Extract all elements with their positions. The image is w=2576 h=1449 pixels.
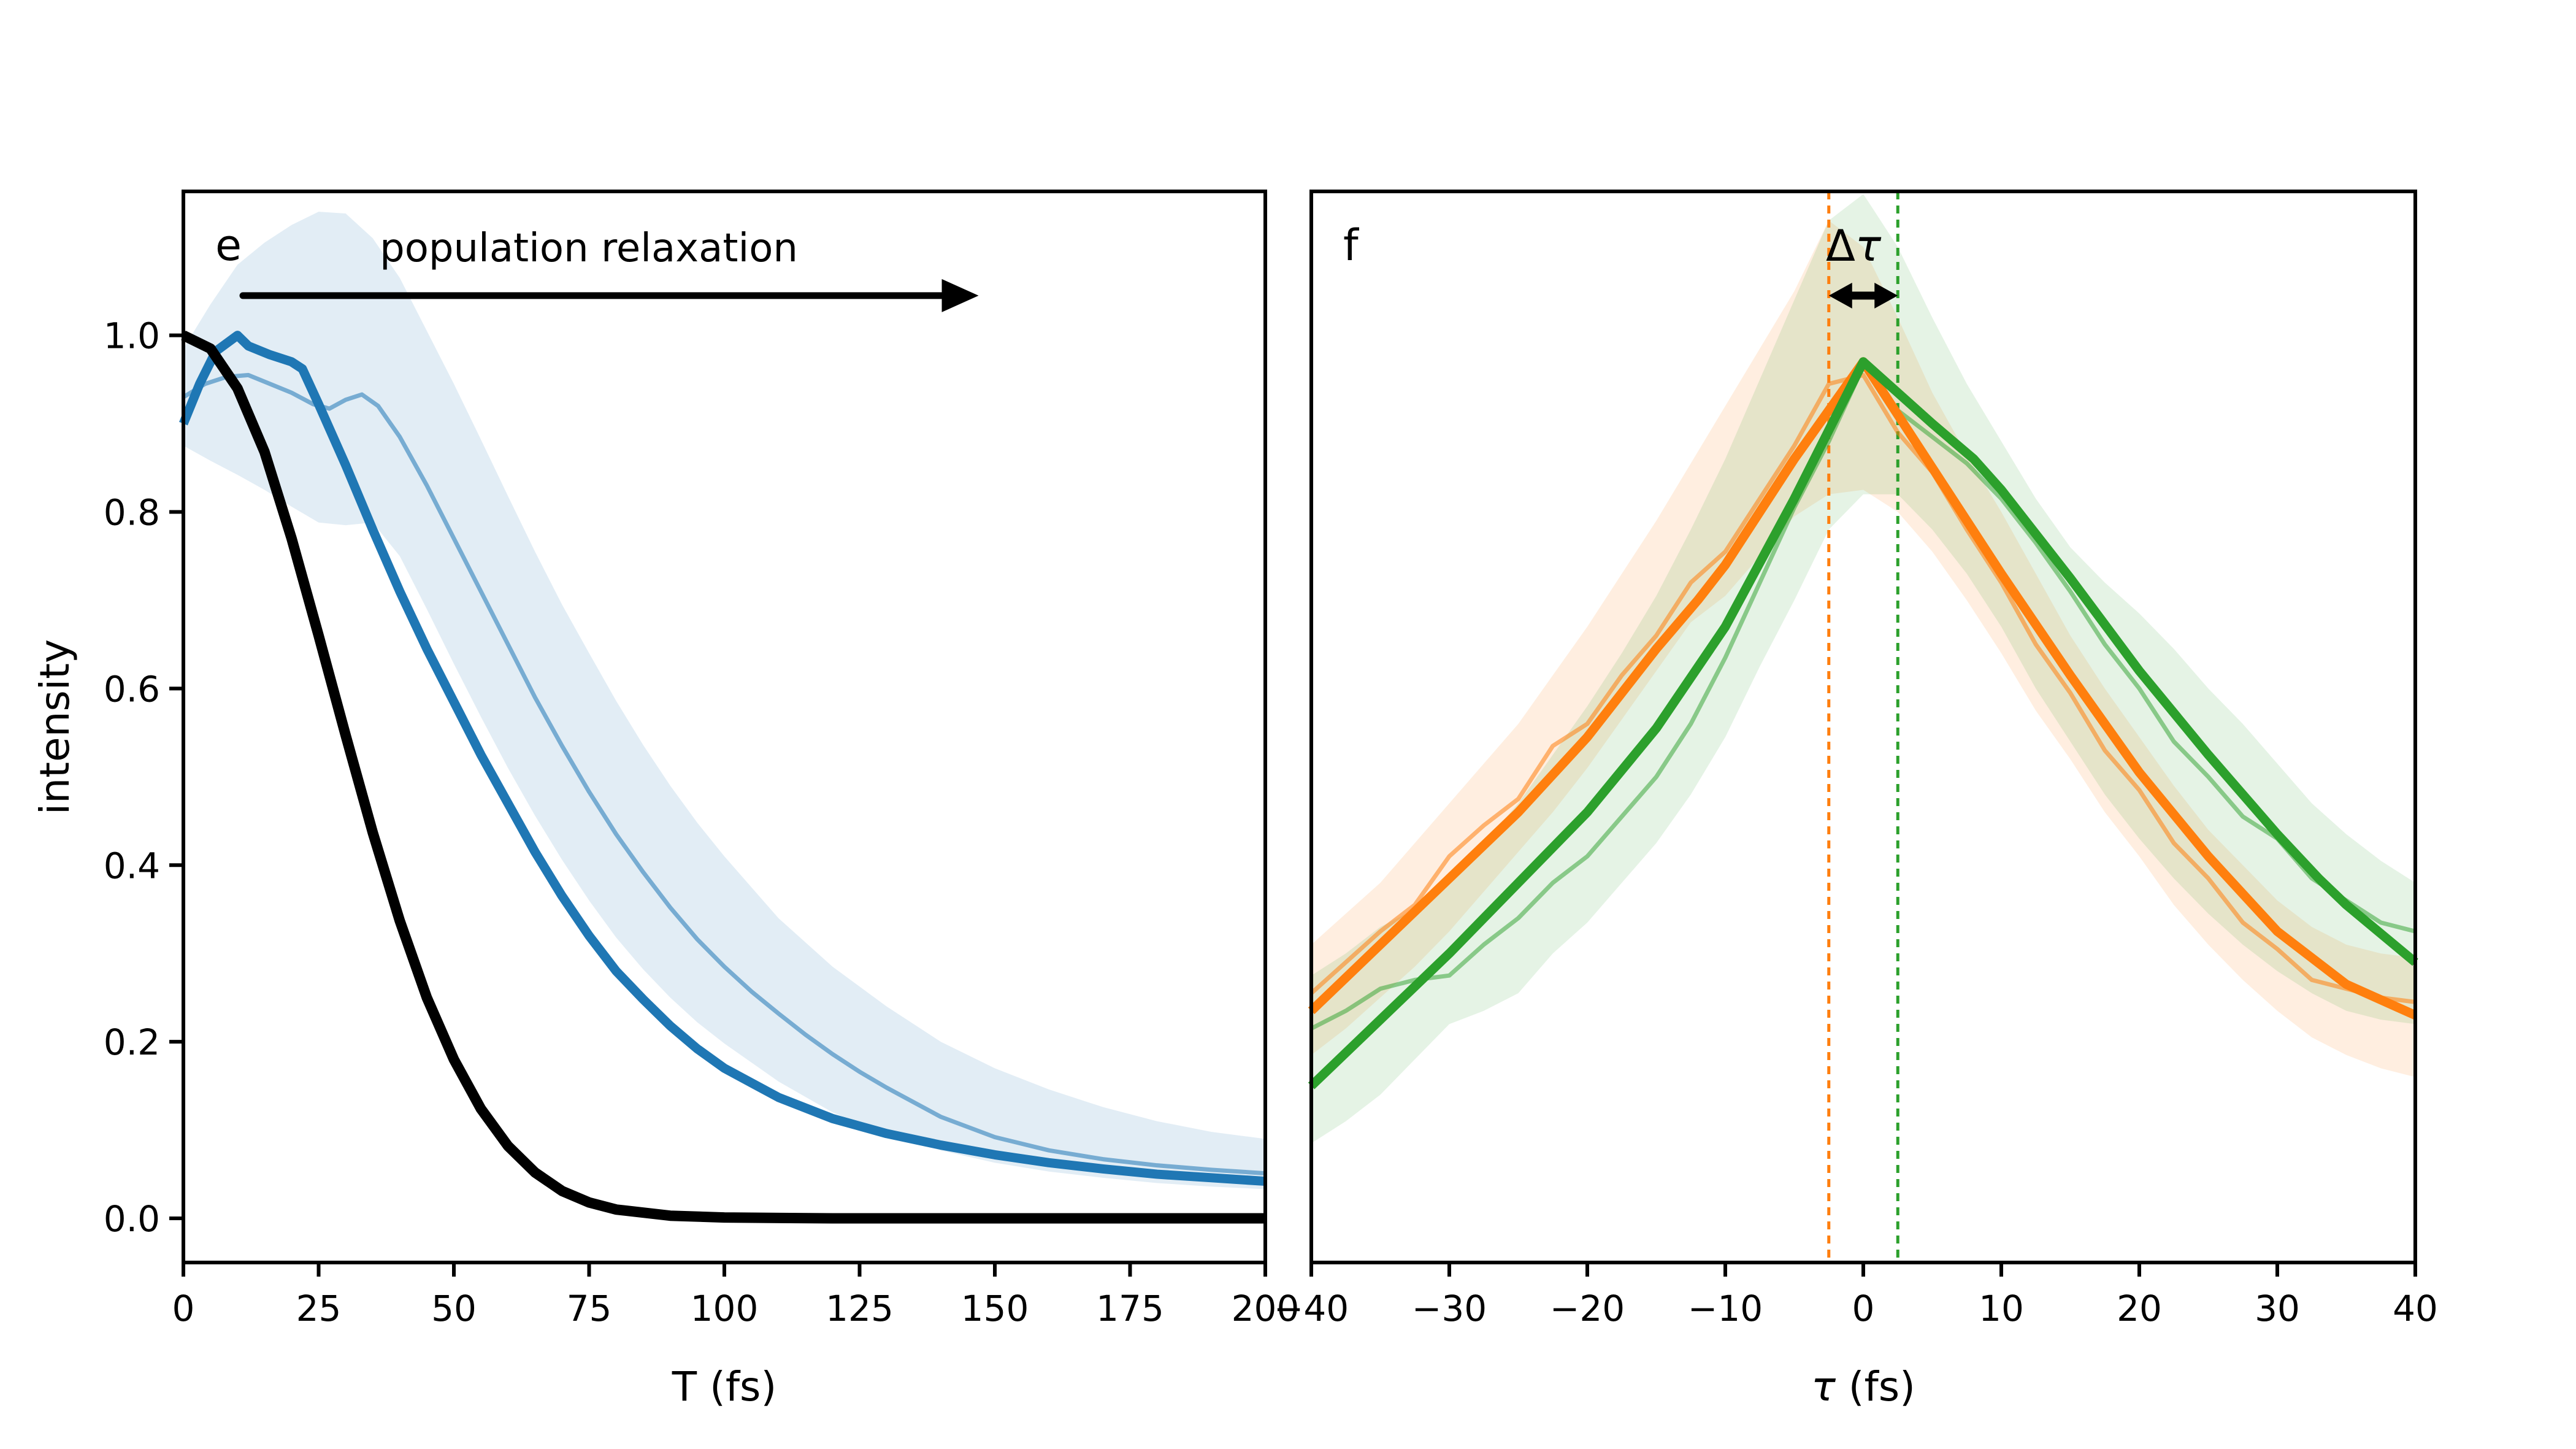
panel-e-letter: e xyxy=(215,220,242,271)
x-tick-label: 150 xyxy=(961,1288,1029,1329)
panel-f-letter: f xyxy=(1343,220,1359,271)
x-tick-label: −10 xyxy=(1688,1288,1763,1329)
black-curve xyxy=(181,330,1265,1224)
tau-symbol: τ xyxy=(1855,221,1882,271)
green-thick-curve xyxy=(1308,357,2418,1090)
y-tick-label: 0.2 xyxy=(104,1021,160,1063)
x-tick-label: 20 xyxy=(2117,1288,2162,1329)
x-tick-label: 50 xyxy=(431,1288,477,1329)
blue-thick-curve xyxy=(179,331,1266,1186)
panel-e-plot: 0 25 50 75 100 125 150 175 200 0.0 0.2 0.4 0.6 0.8 1.0 xyxy=(104,190,1300,1329)
tau-axis-symbol: τ xyxy=(1811,1363,1836,1410)
x-tick-label: 0 xyxy=(1852,1288,1875,1329)
tau-axis-unit: (fs) xyxy=(1836,1363,1915,1410)
panel-e-yaxis-label: intensity xyxy=(31,639,79,815)
x-tick-label: 125 xyxy=(826,1288,894,1329)
x-tick-label: 100 xyxy=(691,1288,759,1329)
x-tick-label: 75 xyxy=(567,1288,612,1329)
panel-f-xaxis-label: τ (fs) xyxy=(1811,1363,1915,1410)
plot-layers: 0 25 50 75 100 125 150 175 2000.00.20.40.60.81.0… xyxy=(104,190,2438,1329)
x-tick-label: −40 xyxy=(1274,1288,1349,1329)
x-tick-label: 10 xyxy=(1979,1288,2024,1329)
delta-tau-arrow-head-left xyxy=(1828,282,1852,309)
x-tick-label: −20 xyxy=(1550,1288,1625,1329)
y-tick-label: 0.0 xyxy=(104,1198,160,1240)
orange-uncertainty-band xyxy=(1311,220,2415,1077)
y-tick-label: 1.0 xyxy=(104,315,160,357)
population-relaxation-annotation: population relaxation xyxy=(380,226,798,271)
y-tick-label: 0.8 xyxy=(104,492,160,534)
x-tick-label: 25 xyxy=(296,1288,342,1329)
panel-f-spines xyxy=(1309,190,2417,1264)
x-tick-label: 0 xyxy=(172,1288,195,1329)
y-tick-label: 0.6 xyxy=(104,668,160,710)
delta-tau-arrow-head-right xyxy=(1874,282,1898,309)
x-tick-label: 200 xyxy=(1232,1288,1300,1329)
x-tick-label: 30 xyxy=(2255,1288,2300,1329)
x-tick-label: 40 xyxy=(2393,1288,2438,1329)
delta-symbol: Δ xyxy=(1826,221,1855,271)
delta-tau-annotation: Δτ xyxy=(1826,221,1882,271)
x-tick-label: 175 xyxy=(1096,1288,1164,1329)
population-relaxation-arrow-head xyxy=(941,279,979,312)
blue-thin-curve xyxy=(182,372,1266,1176)
y-tick-label: 0.4 xyxy=(104,845,160,886)
panel-f-plot: −40 −30 −20 −10 0 10 20 30 40 xyxy=(1274,190,2438,1329)
panel-e-xaxis-label: T (fs) xyxy=(672,1363,776,1410)
x-tick-label: −30 xyxy=(1412,1288,1487,1329)
panel-e-spines xyxy=(182,190,1267,1264)
blue-uncertainty-band xyxy=(183,212,1265,1190)
orange-thick-curve xyxy=(1308,357,2418,1020)
green-uncertainty-band xyxy=(1311,194,2415,1143)
orange-thin-curve xyxy=(1309,372,2416,1004)
